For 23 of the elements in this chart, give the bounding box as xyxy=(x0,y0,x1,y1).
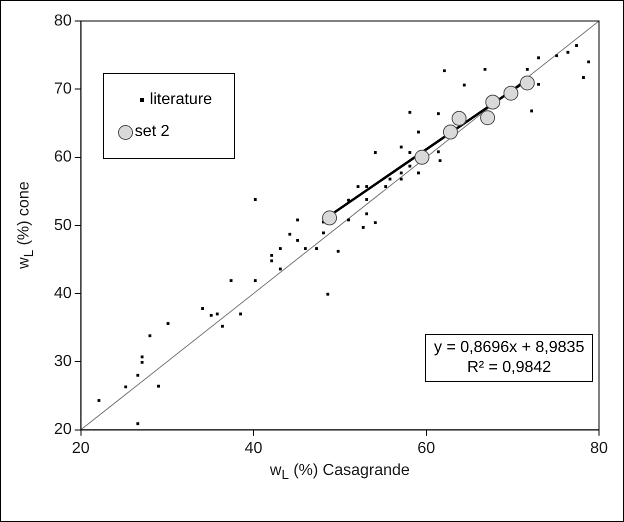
x-tick-label: 20 xyxy=(72,440,90,457)
y-tick-label: 20 xyxy=(54,421,72,438)
point xyxy=(442,124,458,140)
x-tick-label: 40 xyxy=(244,440,263,457)
point xyxy=(520,76,535,90)
y-tick-label: 60 xyxy=(54,148,72,166)
y-tick-label: 30 xyxy=(54,353,72,370)
y-tick-label: 50 xyxy=(54,216,72,234)
point xyxy=(480,110,496,126)
y-tick-label: 70 xyxy=(54,80,72,98)
point xyxy=(414,150,430,165)
point xyxy=(452,110,467,126)
annotation: y = 0,8696x + 8,9835 R² = 0,9842 xyxy=(425,334,594,382)
x-axis-title: w$_{L}$ (%) Casagrande xyxy=(270,462,410,482)
x-tick-label: 80 xyxy=(590,440,608,457)
point xyxy=(322,210,338,226)
y-tick-label: 40 xyxy=(54,284,72,302)
y-tick-label: 80 xyxy=(54,12,72,30)
point xyxy=(503,86,518,101)
legend-label: set 2 xyxy=(134,123,170,141)
x-tick-label: 60 xyxy=(417,440,436,457)
legend-label: literature xyxy=(150,91,212,109)
point xyxy=(485,94,500,110)
